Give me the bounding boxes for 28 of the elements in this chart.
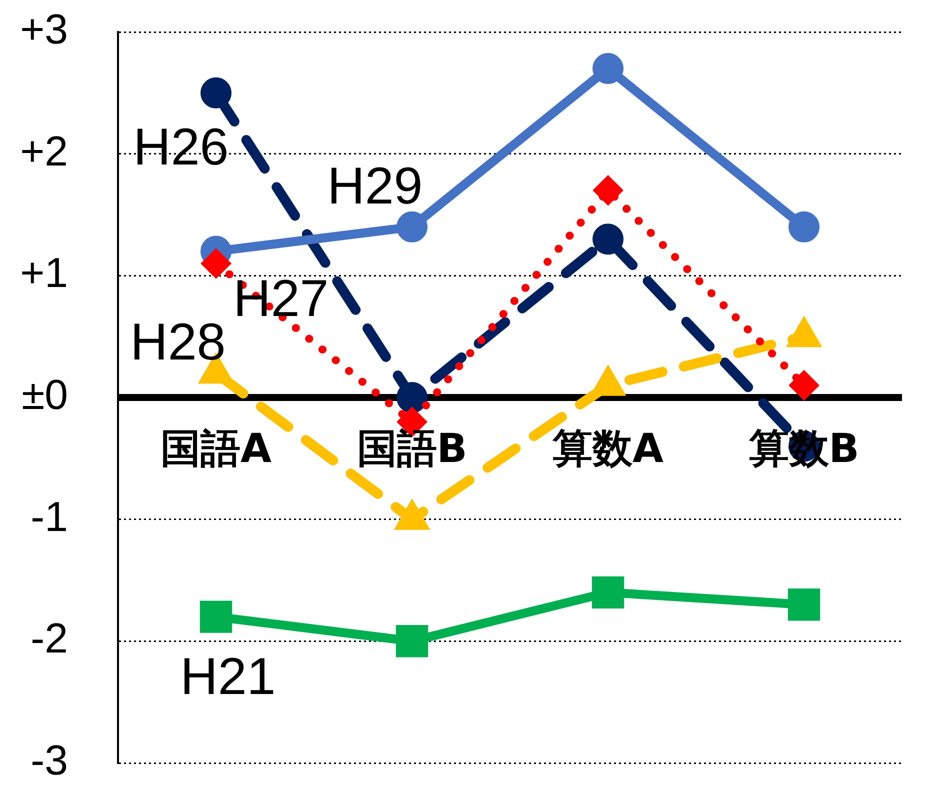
point xyxy=(789,370,819,400)
point xyxy=(396,625,428,658)
y-tick-label: -1 xyxy=(30,492,68,540)
point xyxy=(201,248,231,278)
y-tick-label: +1 xyxy=(20,249,68,296)
series-label: H27 xyxy=(233,270,329,328)
y-tick-label: -2 xyxy=(30,614,68,662)
series-label: H28 xyxy=(130,313,226,372)
x-tick-label: 算数A xyxy=(552,426,664,472)
y-tick-label: +3 xyxy=(20,6,68,53)
y-tick-label: +2 xyxy=(20,127,68,174)
y-tick-label: ±0 xyxy=(22,371,68,418)
y-tick-label: -3 xyxy=(30,736,68,784)
point xyxy=(592,53,624,84)
point xyxy=(592,576,624,609)
series-label: H29 xyxy=(327,157,423,216)
point xyxy=(788,211,820,242)
point xyxy=(396,382,428,413)
point xyxy=(592,224,624,255)
point xyxy=(200,600,232,633)
point xyxy=(396,211,428,242)
series-label: H26 xyxy=(133,118,229,176)
point xyxy=(593,175,623,206)
point xyxy=(788,588,820,621)
x-tick-label: 国語A xyxy=(160,426,272,472)
x-tick-label: 国語B xyxy=(356,426,468,472)
point xyxy=(200,77,232,108)
series-label: H21 xyxy=(180,648,276,706)
